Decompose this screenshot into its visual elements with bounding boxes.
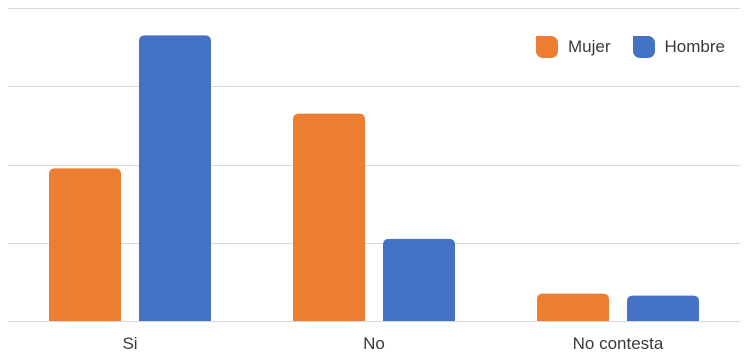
x-tick-label: Si — [122, 334, 137, 353]
x-tick-label: No — [363, 334, 385, 353]
bar-mujer-si — [49, 168, 121, 321]
legend-swatch-hombre — [632, 36, 655, 58]
legend-item-mujer: Mujer — [536, 36, 611, 58]
x-axis-tick-labels: Si No No contesta — [122, 334, 663, 353]
bar-mujer-no-contesta — [537, 293, 609, 321]
legend-item-hombre: Hombre — [632, 36, 725, 58]
legend: Mujer Hombre — [536, 36, 725, 58]
bar-hombre-no-contesta — [627, 295, 699, 321]
legend-swatch-mujer — [536, 36, 559, 58]
legend-label-mujer: Mujer — [568, 37, 611, 56]
bar-hombre-no — [383, 238, 455, 321]
legend-label-hombre: Hombre — [664, 37, 725, 56]
bar-mujer-no — [293, 113, 365, 321]
x-tick-label: No contesta — [573, 334, 664, 353]
bar-hombre-si — [139, 35, 211, 321]
gridlines — [8, 8, 740, 322]
bars — [49, 35, 699, 321]
